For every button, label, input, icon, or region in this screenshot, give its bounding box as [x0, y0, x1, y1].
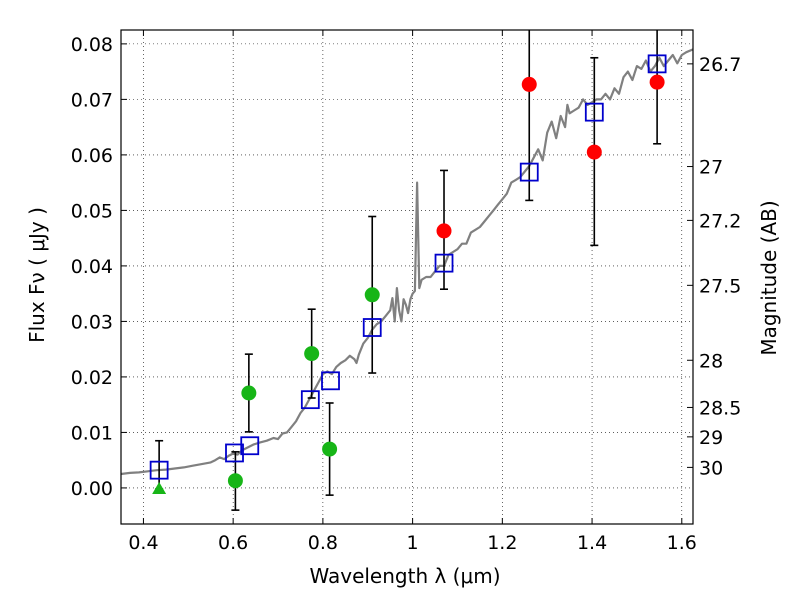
right-tick-label: 26.7 [699, 54, 741, 76]
x-axis-label: Wavelength λ (μm) [309, 564, 500, 588]
right-tick-label: 29 [699, 427, 723, 449]
data-point [521, 76, 537, 92]
model-flux-box [149, 460, 169, 480]
data-point [241, 385, 257, 401]
model-flux-box [225, 443, 244, 463]
model-spectrum-line [120, 48, 694, 476]
x-tick-label: 0.4 [128, 532, 158, 554]
y-tick-label: 0.04 [71, 256, 113, 278]
grid [121, 30, 693, 524]
y-axis-label: Flux Fν ( μJy ) [25, 207, 49, 343]
y-tick-label: 0.05 [71, 200, 113, 222]
plot-frame [120, 29, 694, 525]
data-point [586, 144, 602, 160]
y-tick-label: 0.02 [71, 367, 113, 389]
right-tick-label: 27.5 [699, 275, 741, 297]
y-tick-label: 0.00 [71, 478, 113, 500]
right-tick-label: 27 [699, 157, 723, 179]
data-point [304, 346, 320, 362]
model-flux-box [434, 253, 454, 273]
x-tick-label: 1 [407, 532, 419, 554]
y-tick-label: 0.01 [71, 422, 113, 444]
ticks-layer: 0.4 0.6 0.8 1 1.2 1.4 1.6 0.00 0.01 0.02 0.03 0.04 0… [71, 30, 741, 554]
data-point [436, 223, 452, 239]
markers-layer [149, 54, 667, 495]
model-flux-box [519, 162, 539, 182]
data-point [649, 74, 665, 90]
model-flux-box [362, 318, 382, 337]
upper-limit-triangle [152, 482, 167, 495]
right-tick-label: 28.5 [699, 397, 741, 419]
right-tick-label: 27.2 [699, 210, 741, 232]
x-tick-label: 1.6 [667, 532, 697, 554]
y-tick-label: 0.08 [71, 34, 113, 56]
model-flux-box [300, 390, 320, 410]
x-tick-label: 1.2 [487, 532, 517, 554]
x-tick-label: 0.8 [308, 532, 338, 554]
y-tick-label: 0.06 [71, 145, 113, 167]
y-tick-label: 0.07 [71, 89, 113, 111]
y-tick-label: 0.03 [71, 311, 113, 333]
model-flux-box [647, 54, 667, 74]
data-point [322, 441, 338, 457]
model-flux-box [321, 371, 340, 391]
x-tick-label: 0.6 [218, 532, 248, 554]
data-point [364, 287, 380, 303]
model-flux-box [584, 102, 604, 122]
right-tick-label: 28 [699, 350, 723, 372]
right-axis-label: Magnitude (AB) [757, 200, 781, 355]
right-tick-label: 30 [699, 457, 723, 479]
model-flux-box [240, 436, 260, 456]
data-point [227, 473, 243, 489]
model-spectrum-layer [120, 48, 694, 476]
x-tick-label: 1.4 [577, 532, 607, 554]
